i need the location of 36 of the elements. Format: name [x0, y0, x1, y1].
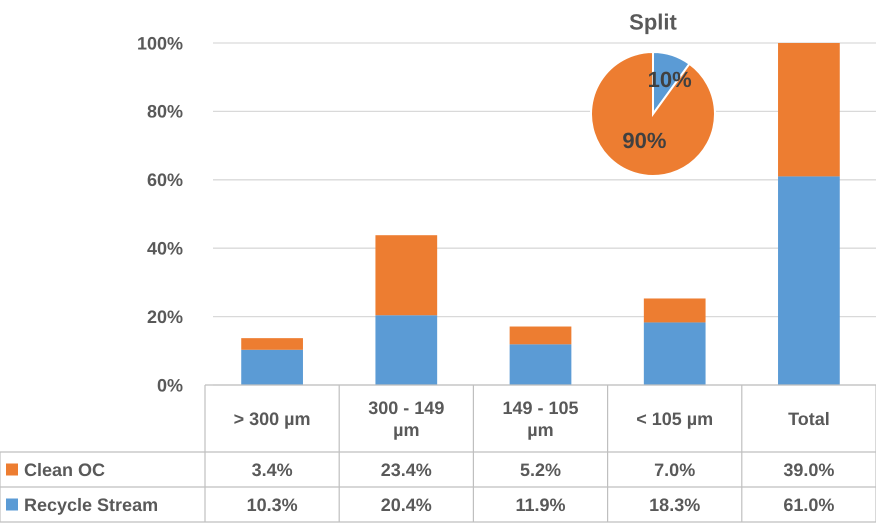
data-label: 61.0%: [783, 494, 834, 515]
y-tick-label: 0%: [156, 375, 183, 396]
y-tick-label: 20%: [146, 306, 183, 327]
data-label: 5.2%: [520, 460, 562, 480]
data-label: 23.4%: [380, 460, 432, 480]
bar: [644, 298, 706, 322]
bar: [375, 235, 438, 316]
bar: [375, 315, 438, 385]
x-tick-label: < 105 µm: [636, 408, 714, 429]
x-tick-label: Total: [788, 408, 830, 429]
y-tick-label: 80%: [146, 102, 183, 122]
bar: [644, 322, 706, 385]
y-tick-label: 60%: [146, 170, 183, 190]
bar: [510, 344, 572, 385]
data-label: 10.3%: [246, 494, 298, 515]
bar: [241, 350, 303, 385]
x-tick-label: 149 - 105 µm: [502, 398, 579, 440]
data-label: 90%: [622, 128, 666, 154]
bar: [778, 176, 840, 385]
data-label: 20.4%: [380, 494, 432, 515]
chart-title: Split: [629, 10, 678, 35]
data-label: 11.9%: [515, 494, 566, 515]
bar: [778, 43, 840, 176]
data-label: 3.4%: [252, 460, 293, 480]
x-tick-label: 300 - 149 µm: [368, 398, 444, 440]
bar: [510, 326, 572, 344]
legend-label: Clean OC: [24, 460, 106, 480]
y-tick-label: 100%: [136, 33, 183, 54]
pie-slice: [590, 51, 716, 177]
data-label: 7.0%: [654, 460, 696, 480]
x-tick-label: > 300 µm: [234, 408, 311, 429]
data-label: 39.0%: [783, 460, 834, 480]
legend-label: Recycle Stream: [24, 494, 158, 515]
y-tick-label: 40%: [146, 238, 183, 258]
data-label: 18.3%: [649, 494, 700, 515]
bar: [241, 338, 303, 350]
